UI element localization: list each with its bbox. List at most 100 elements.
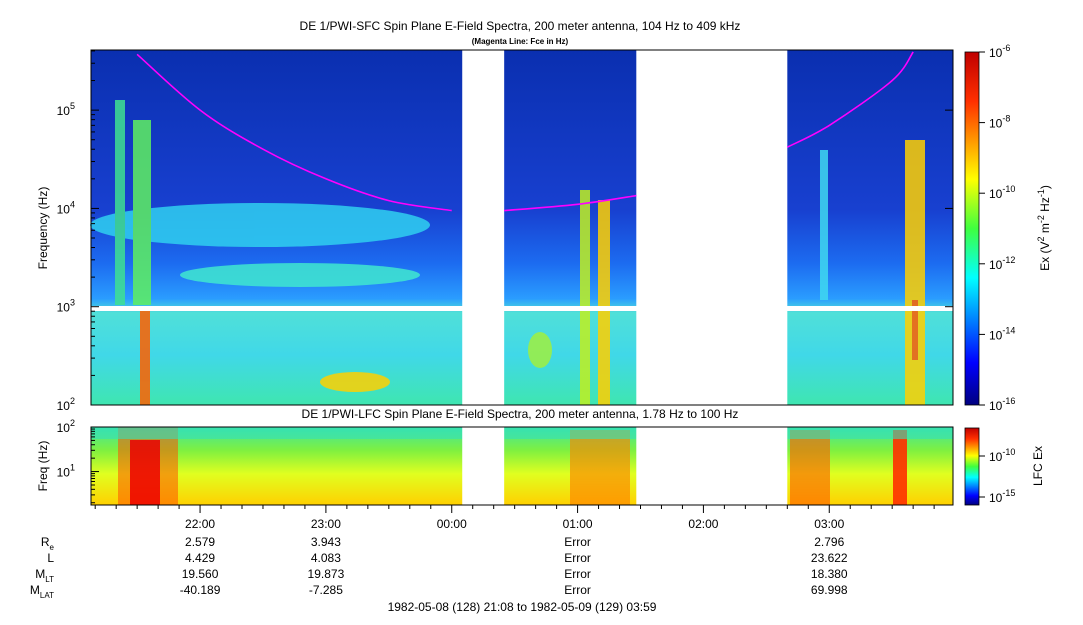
ephemeris-value: 3.943 [311,535,341,549]
fce-line [786,51,914,148]
emission-blob [90,203,430,247]
x-tick-label: 22:00 [185,517,215,531]
tick-base: 10 [57,421,71,435]
ephemeris-value: 19.873 [308,567,345,581]
sfc-band-gap [91,306,953,311]
ephemeris-value: 19.560 [182,567,219,581]
lfc-streak [790,430,830,505]
ephemeris-label-base: M [30,583,40,597]
tick-exponent: -16 [1002,396,1015,406]
ephemeris-label-base: M [35,567,45,581]
tick-base: 10 [57,466,71,480]
y-tick-label: 102 [57,418,75,435]
tick-exponent: -15 [1002,488,1015,498]
ephemeris-label-sub: LAT [40,591,54,600]
cbar-tick-label: 10-16 [989,396,1015,413]
emission-streak [598,200,610,405]
cbar-tick-label: 10-10 [989,184,1015,201]
tick-exponent: -14 [1002,325,1015,335]
ephemeris-label-base: L [47,551,54,565]
tick-base: 10 [989,328,1003,342]
ephemeris-value: Error [564,567,591,581]
ephemeris-value: 4.429 [185,551,215,565]
x-tick-label: 02:00 [688,517,718,531]
sfc-colorbar-label: Ex (V2 m-2 Hz-1) [1036,185,1052,271]
sfc-frame [90,49,954,406]
fce-line [504,194,637,212]
ephemeris-value: Error [564,583,591,597]
lfc-streak [570,430,630,505]
tick-base: 10 [57,202,71,216]
x-tick-label: 00:00 [437,517,467,531]
cbar-tick-label: 10-8 [989,114,1010,131]
tick-exponent: 2 [70,418,75,428]
lfc-colorbar-label: LFC Ex [1031,446,1045,486]
time-range-footer: 1982-05-08 (128) 21:08 to 1982-05-09 (12… [388,600,657,614]
ephemeris-value: -7.285 [309,583,343,597]
cbar-label-mid: m [1038,223,1052,236]
emission-streak [133,120,151,305]
emission-blob [320,372,390,392]
cbar-tick-label: 10-12 [989,255,1015,272]
cbar-label-sup: -1 [1036,189,1046,197]
sfc-panel-title: DE 1/PWI-SFC Spin Plane E-Field Spectra,… [300,19,741,33]
tick-exponent: 2 [70,396,75,406]
ephemeris-value: 18.380 [811,567,848,581]
ephemeris-value: 23.622 [811,551,848,565]
emission-blob [528,332,552,368]
cbar-label-mid: Hz [1038,197,1052,215]
tick-base: 10 [989,187,1003,201]
data-gap [636,50,788,405]
cbar-label-end: ) [1038,185,1052,189]
ephemeris-value: Error [564,535,591,549]
tick-base: 10 [989,46,1003,60]
ephemeris-value: 69.998 [811,583,848,597]
lfc-streak [130,440,160,505]
emission-streak [905,140,925,405]
tick-base: 10 [989,399,1003,413]
tick-exponent: -12 [1002,255,1015,265]
lfc-streak [893,430,907,505]
ephemeris-value: -40.189 [180,583,221,597]
emission-streak [140,310,150,405]
lfc-frame [90,426,954,506]
lfc-band [91,427,953,439]
ephemeris-value: 2.579 [185,535,215,549]
emission-streak [912,300,918,360]
fce-line [136,53,452,212]
tick-exponent: -6 [1002,43,1010,53]
sfc-panel-subtitle: (Magenta Line: Fce in Hz) [472,37,569,46]
emission-streak [580,190,590,405]
tick-exponent: 1 [70,463,75,473]
y-tick-label: 103 [57,298,75,315]
emission-streak [115,100,125,305]
cbar-label-sup: 2 [1036,237,1046,242]
cbar-tick-label: 10-15 [989,488,1015,505]
tick-base: 10 [989,117,1003,131]
tick-base: 10 [57,104,71,118]
cbar-tick-label: 10-14 [989,325,1015,342]
ephemeris-label-mlt: MLT [35,567,54,584]
lfc-y-axis-label: Freq (Hz) [36,441,50,492]
cbar-label-sup: -2 [1036,215,1046,223]
data-gap [636,427,788,505]
tick-exponent: 5 [70,101,75,111]
sfc-colorbar-gradient [964,51,980,406]
x-axis: 22:00 23:00 00:00 01:00 02:00 03:00 [94,505,935,531]
tick-exponent: 4 [70,199,75,209]
ephemeris-label-mlat: MLAT [30,583,54,600]
sfc-y-axis-label: Frequency (Hz) [36,187,50,270]
y-tick-label: 102 [57,396,75,413]
cbar-label-main: Ex (V [1038,242,1052,271]
y-tick-label: 105 [57,101,75,118]
ephemeris-label-sub: e [50,543,55,552]
tick-base: 10 [989,491,1003,505]
ephemeris-label-l: L [47,551,54,565]
